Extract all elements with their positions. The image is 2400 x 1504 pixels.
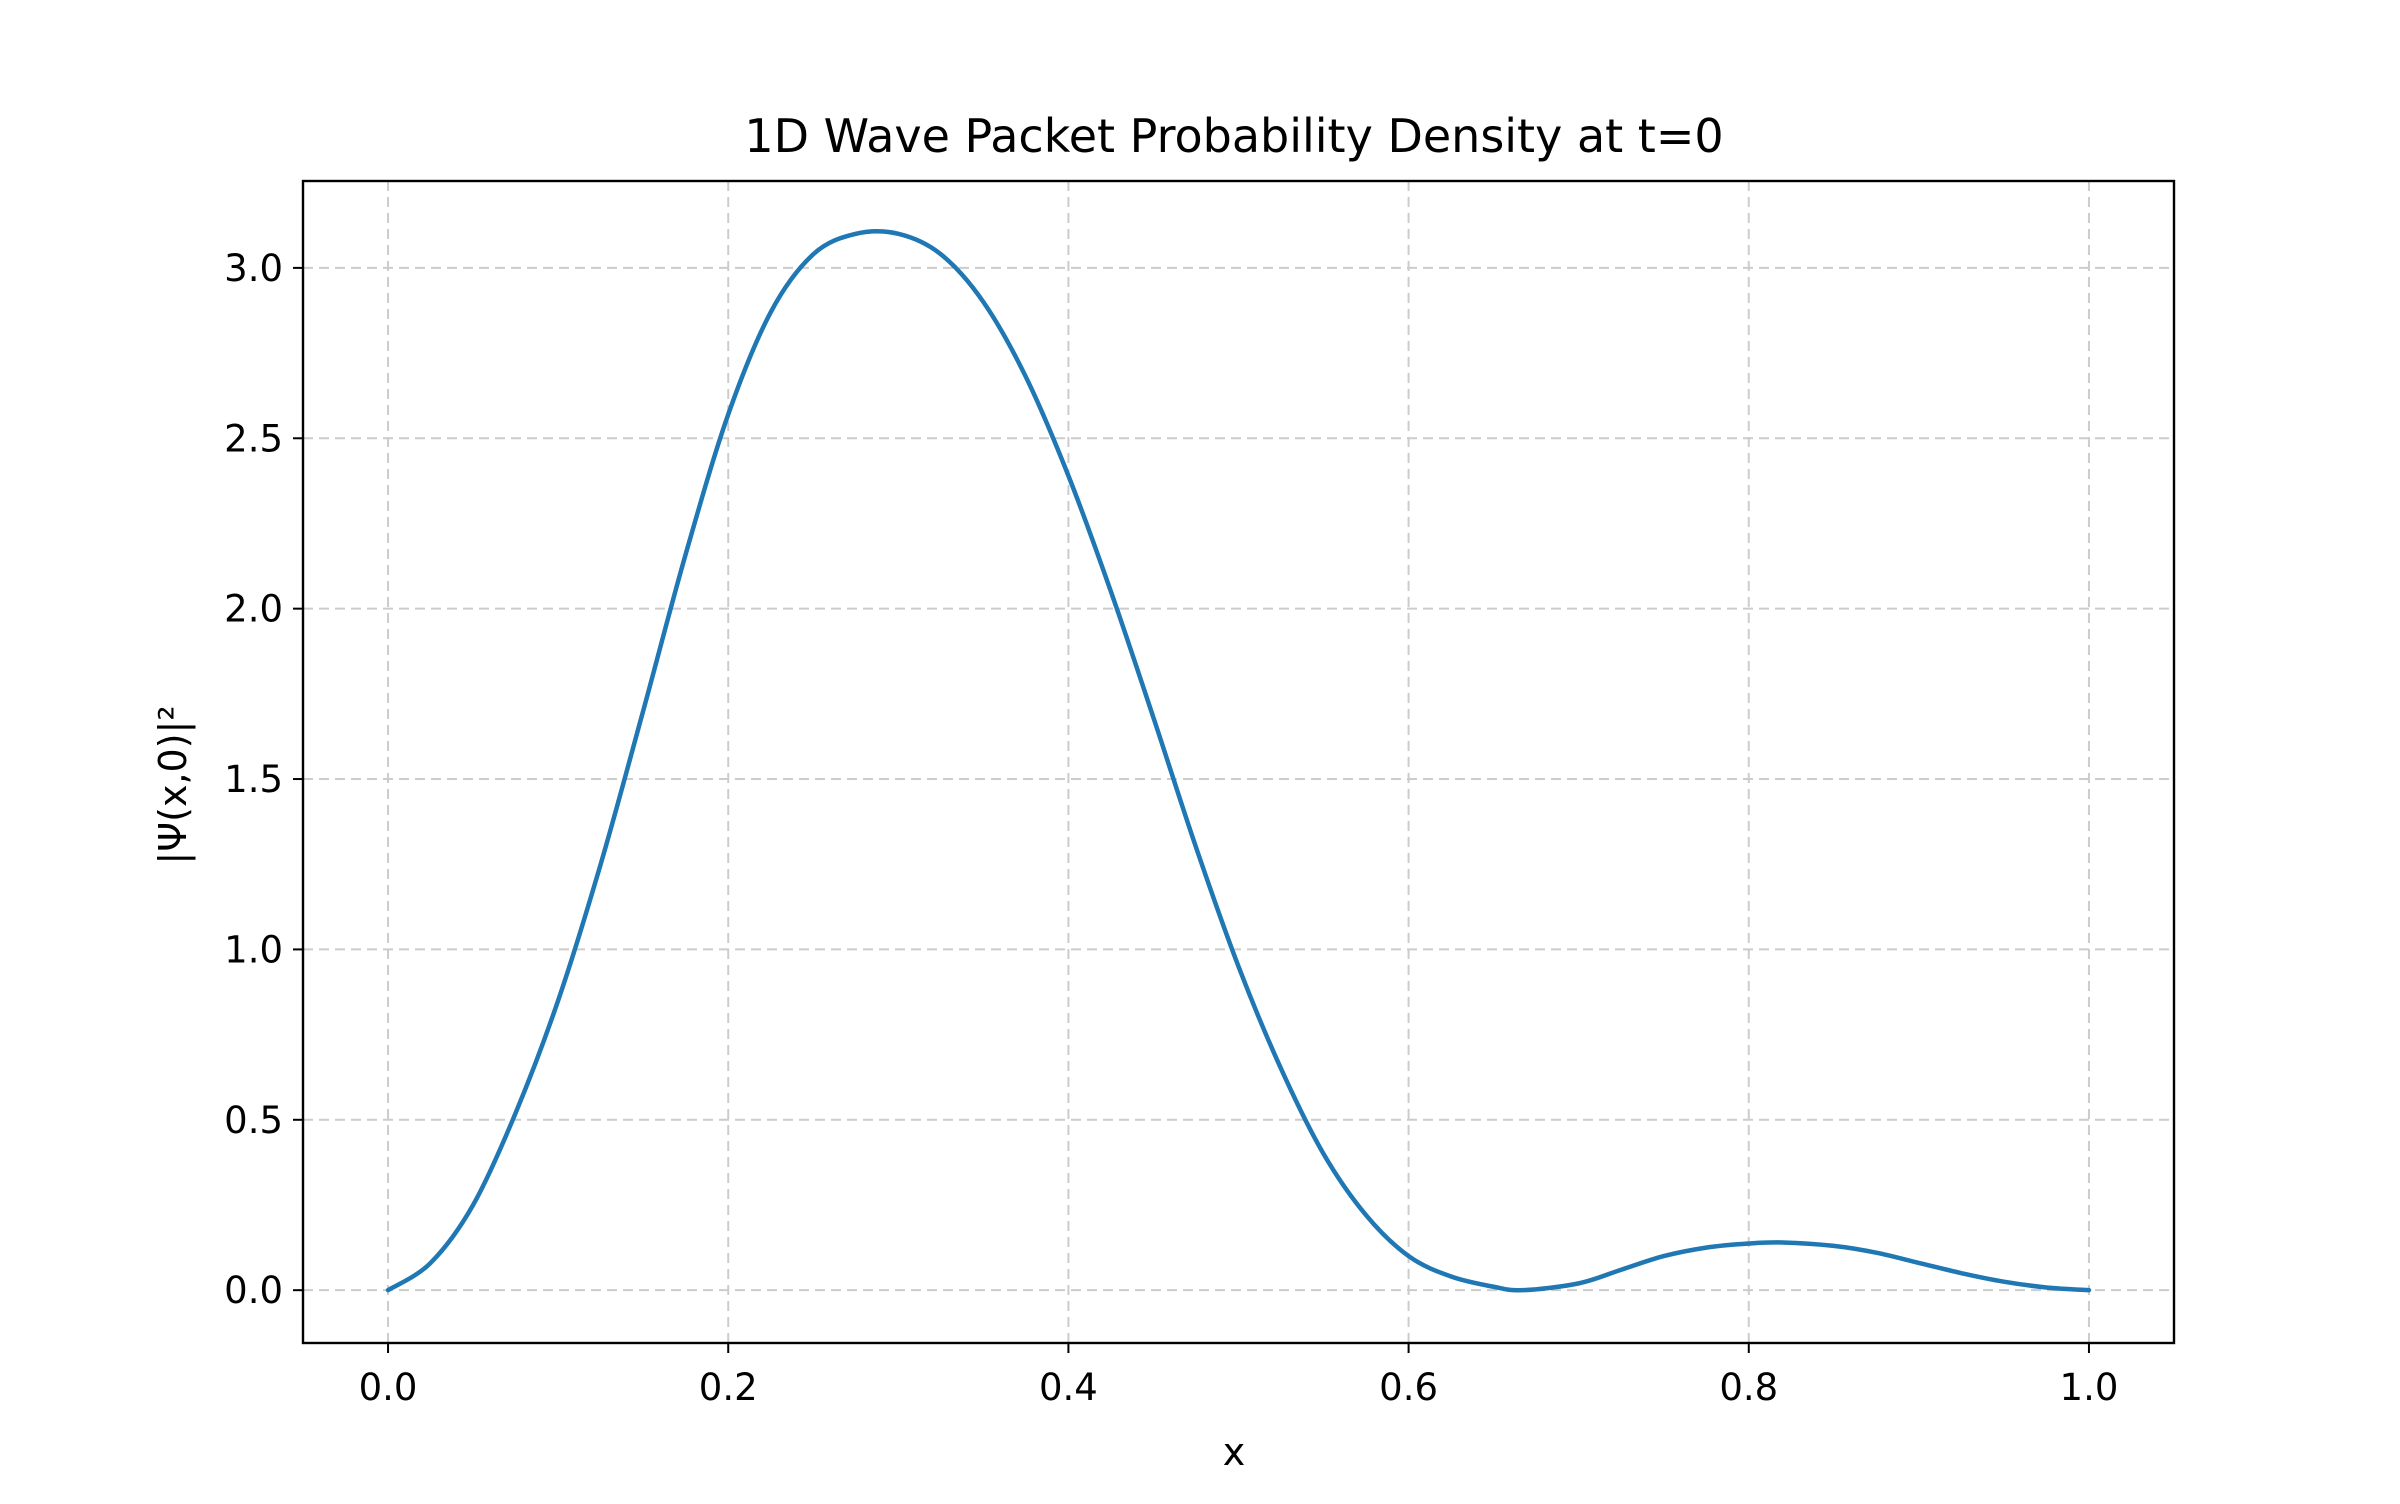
plot-frame (301, 179, 2176, 1345)
x-tick-label: 0.6 (1379, 1366, 1438, 1409)
grid-layer (303, 181, 2174, 1343)
series-layer (385, 229, 2092, 1293)
ticks-layer: 0.0 0.2 0.4 0.6 0.8 1.0 0.0 0.5 1.0 1.5 2.0 2.5 3.0 (224, 247, 2118, 1409)
y-tick-label: 0.5 (224, 1099, 283, 1142)
x-tick-label: 0.8 (1719, 1366, 1778, 1409)
y-tick-label: 1.0 (224, 928, 283, 971)
y-tick-label: 0.0 (224, 1269, 283, 1312)
x-axis-label: x (1223, 1430, 1246, 1474)
x-tick-label: 1.0 (2060, 1366, 2119, 1409)
y-axis-label: |Ψ(x,0)|² (151, 705, 196, 864)
y-tick-label: 2.5 (224, 417, 283, 460)
chart-title: 1D Wave Packet Probability Density at t=… (744, 109, 1723, 163)
y-tick-label: 3.0 (224, 247, 283, 290)
y-tick-label: 2.0 (224, 588, 283, 631)
x-tick-label: 0.2 (699, 1366, 758, 1409)
x-tick-label: 0.4 (1039, 1366, 1098, 1409)
x-tick-label: 0.0 (359, 1366, 418, 1409)
series-line-0 (385, 229, 2092, 1293)
y-tick-label: 1.5 (224, 758, 283, 801)
